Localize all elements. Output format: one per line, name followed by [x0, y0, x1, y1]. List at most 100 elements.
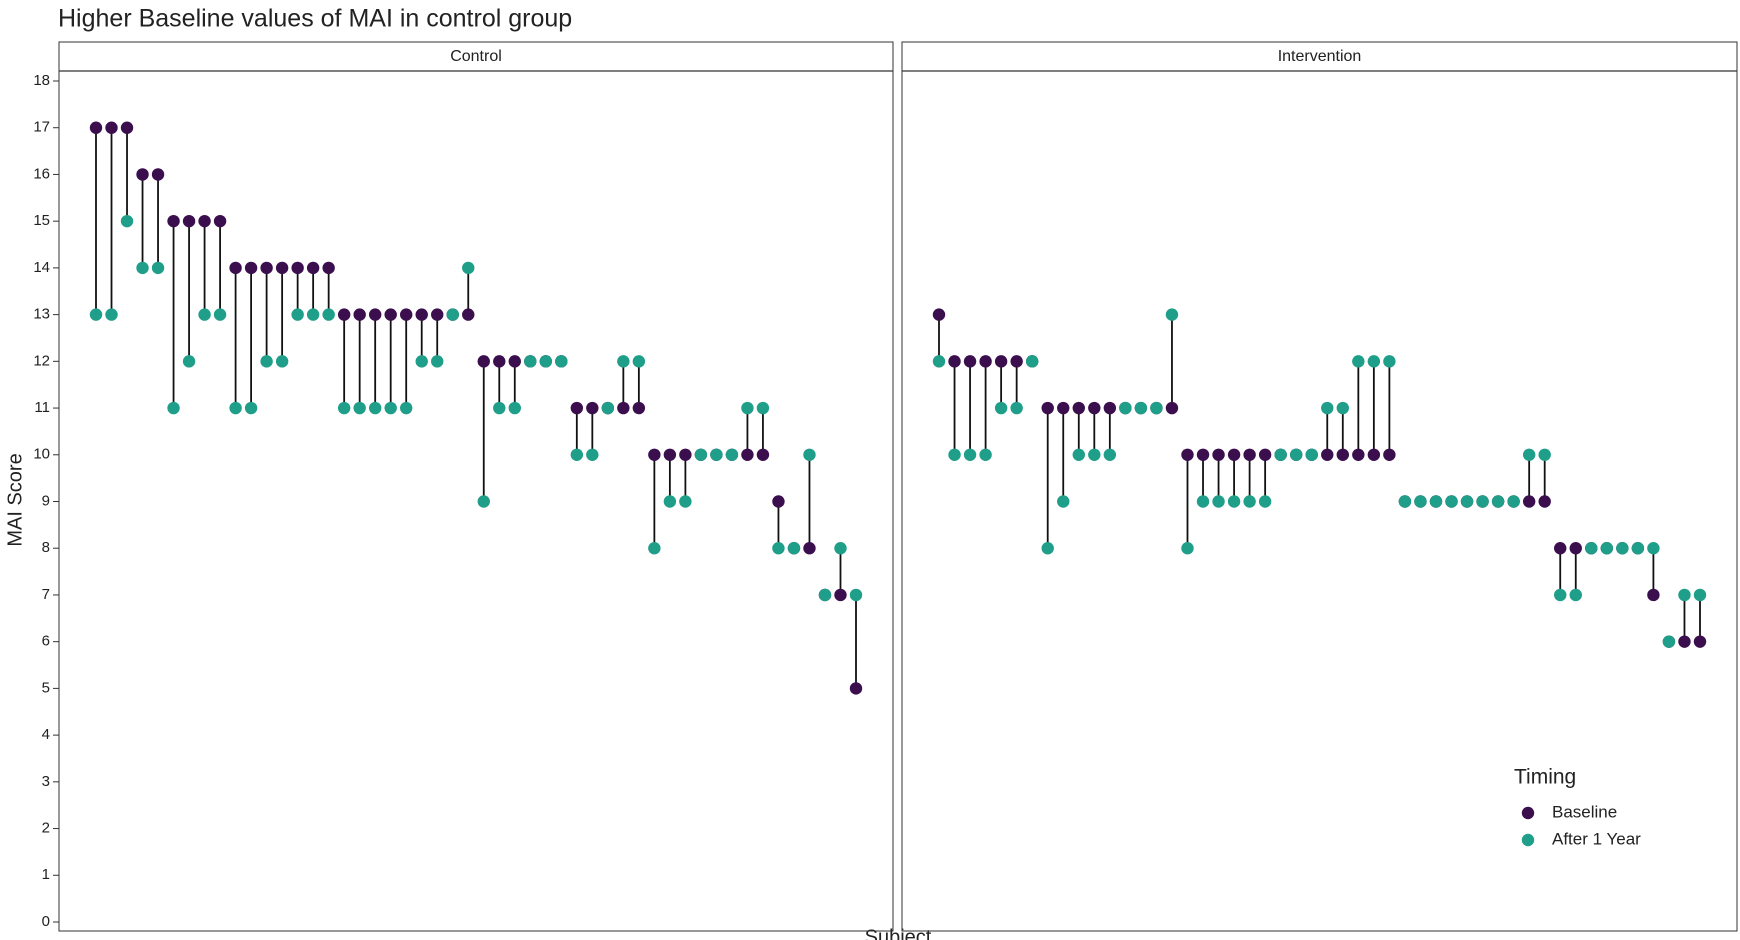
point — [1274, 448, 1287, 461]
point — [1227, 495, 1241, 508]
point — [932, 308, 946, 321]
point — [1196, 495, 1210, 508]
point — [1554, 588, 1567, 602]
point — [1522, 495, 1536, 508]
point — [1352, 448, 1365, 461]
point — [1072, 448, 1085, 461]
point — [1258, 495, 1272, 508]
point — [182, 355, 196, 368]
point — [1321, 401, 1334, 415]
point — [1429, 495, 1443, 508]
legend-label: After 1 Year — [1552, 829, 1641, 848]
point — [979, 355, 992, 368]
y-tick-label: 1 — [42, 866, 50, 883]
point — [1693, 635, 1707, 648]
y-tick-label: 0 — [42, 913, 50, 930]
point — [1010, 401, 1023, 415]
point — [353, 401, 366, 415]
point — [756, 401, 770, 415]
point — [400, 308, 413, 321]
point — [151, 168, 165, 181]
point — [1134, 401, 1148, 415]
chart-title: Higher Baseline values of MAI in control… — [58, 5, 572, 33]
legend-swatch — [1521, 833, 1535, 847]
point — [1693, 588, 1707, 602]
point — [1631, 542, 1645, 555]
point — [291, 261, 304, 275]
point — [260, 261, 273, 275]
point — [260, 355, 273, 368]
point — [275, 355, 289, 368]
point — [1041, 542, 1054, 555]
point — [539, 355, 552, 368]
y-tick-label: 3 — [42, 773, 50, 790]
legend-label: Baseline — [1552, 802, 1617, 821]
y-tick-label: 14 — [33, 259, 50, 276]
point — [1647, 542, 1660, 555]
point — [1538, 495, 1551, 508]
point — [679, 495, 692, 508]
point — [834, 588, 847, 602]
point — [948, 448, 961, 461]
point — [1243, 495, 1256, 508]
point — [632, 355, 646, 368]
point — [1647, 588, 1660, 602]
point — [1212, 448, 1225, 461]
point — [1522, 448, 1536, 461]
point — [291, 308, 304, 321]
point — [555, 355, 568, 368]
y-tick-label: 18 — [33, 72, 50, 89]
point — [1554, 542, 1567, 555]
legend-swatch — [1521, 806, 1535, 820]
point — [1476, 495, 1489, 508]
point — [1119, 401, 1132, 415]
point — [1491, 495, 1505, 508]
point — [1072, 401, 1085, 415]
point — [1088, 401, 1101, 415]
y-tick-label: 5 — [42, 679, 50, 696]
point — [1290, 448, 1303, 461]
facet-label: Intervention — [1278, 48, 1362, 65]
y-tick-label: 11 — [34, 399, 50, 416]
point — [586, 448, 599, 461]
point — [400, 401, 413, 415]
point — [244, 401, 258, 415]
point — [105, 308, 118, 321]
point — [1585, 542, 1598, 555]
point — [1336, 448, 1349, 461]
point — [849, 682, 863, 695]
point — [834, 542, 847, 555]
point — [136, 168, 149, 181]
point — [213, 308, 227, 321]
point — [994, 355, 1008, 368]
point — [306, 308, 320, 321]
y-tick-label: 16 — [33, 165, 50, 182]
point — [1212, 495, 1225, 508]
point — [89, 121, 103, 134]
point — [524, 355, 537, 368]
point — [586, 401, 599, 415]
point — [446, 308, 459, 321]
point — [1103, 448, 1117, 461]
point — [725, 448, 739, 461]
point — [1352, 355, 1365, 368]
point — [1367, 448, 1381, 461]
point — [213, 214, 227, 228]
point — [1305, 448, 1318, 461]
point — [1057, 495, 1070, 508]
point — [772, 542, 785, 555]
point — [663, 448, 677, 461]
point — [1538, 448, 1551, 461]
y-tick-label: 2 — [42, 820, 50, 837]
point — [932, 355, 946, 368]
point — [431, 355, 444, 368]
y-axis-label: MAI Score — [4, 453, 26, 546]
point — [948, 355, 961, 368]
point — [617, 355, 630, 368]
point — [477, 495, 490, 508]
point — [1662, 635, 1676, 648]
point — [1165, 401, 1179, 415]
point — [679, 448, 692, 461]
point — [198, 214, 211, 228]
y-tick-label: 7 — [42, 586, 50, 603]
